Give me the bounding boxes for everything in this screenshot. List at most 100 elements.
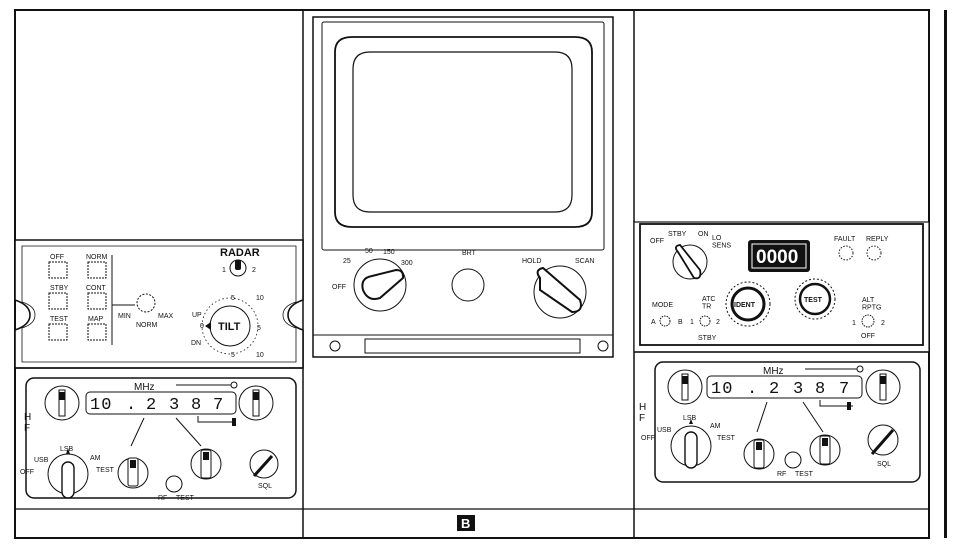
hf-right-am-label: AM (710, 423, 721, 430)
hold-label: HOLD (522, 258, 541, 265)
hf-left-am-label: AM (90, 455, 101, 462)
xpdr-mode-switch[interactable] (659, 315, 671, 327)
radar-norm-button[interactable] (87, 261, 107, 279)
brt-label: BRT (462, 250, 477, 257)
radar-map-button[interactable] (87, 323, 107, 341)
tilt-label: TILT (218, 321, 241, 333)
figure-tag: B (457, 515, 475, 531)
xpdr-mode-a-label: A (651, 319, 656, 326)
hf-left-freq-digit-1: . (126, 396, 137, 415)
xpdr-test-button[interactable] (798, 282, 832, 316)
xpdr-ident-label: IDENT (734, 302, 756, 309)
xpdr-atc-stby-label: STBY (698, 335, 717, 342)
hf-right-freq-digit-4: 8 (815, 380, 826, 399)
tilt-dial-group: TILT UP 0 DN 5 10 5 10 5 (191, 295, 264, 359)
brt-knob[interactable] (451, 268, 485, 302)
range-25-label: 25 (343, 258, 351, 265)
tilt-up-5-label: 5 (231, 295, 235, 302)
hf-right-freq-digit-0: 10 (711, 380, 733, 399)
scan-label: SCAN (575, 258, 594, 265)
tilt-dn-10-label: 10 (256, 352, 264, 359)
hf-right-lsb-label: LSB (683, 415, 697, 422)
hf-left-freq-digit-0: 10 (90, 396, 112, 415)
radar-off-button[interactable] (48, 261, 68, 279)
radar-cont-button[interactable] (87, 292, 107, 310)
range-off-label: OFF (332, 284, 346, 291)
hf-left-off-label: OFF (20, 469, 34, 476)
radar-switch-1-label: 1 (222, 267, 226, 274)
xpdr-test-label: TEST (804, 297, 823, 304)
hf-right-usb-label: USB (657, 427, 672, 434)
xpdr-fault-label: FAULT (834, 236, 856, 243)
hf-right-mhz-label: MHz (763, 366, 784, 377)
hf-right-test-label: TEST (717, 435, 736, 442)
range-50-label: 50 (365, 248, 373, 255)
radar-stby-button[interactable] (48, 292, 68, 310)
xpdr-atc-tr-label: ATC TR (702, 296, 715, 311)
radar-mode-buttons: OFF NORM STBY CONT TEST MAP (48, 254, 113, 345)
tilt-dn-5-label: 5 (231, 352, 235, 359)
xpdr-on-label: ON (698, 231, 709, 238)
range-150-label: 150 (383, 249, 395, 256)
hf-left-rftest-label: TEST (176, 495, 195, 502)
xpdr-code: 0000 (756, 247, 798, 268)
xpdr-alt-2-label: 2 (881, 320, 885, 327)
display-screen (352, 51, 573, 213)
xpdr-atc-1-label: 1 (690, 319, 694, 326)
hf-right-rftest-label: TEST (795, 471, 814, 478)
weather-radar-display: OFF 25 50 150 300 BRT HOLD SCAN (312, 16, 614, 358)
xpdr-atc-2-label: 2 (716, 319, 720, 326)
radar-cont-label: CONT (86, 285, 107, 292)
radar-gain-knob-group: MIN MAX NORM (112, 293, 174, 329)
display-screw-left (329, 340, 341, 352)
hf-right-off-label: OFF (641, 435, 655, 442)
range-300-label: 300 (401, 260, 413, 267)
xpdr-off-label: OFF (650, 238, 664, 245)
hf-left-mhz-label: MHz (134, 382, 155, 393)
xpdr-alt-off-label: OFF (861, 333, 875, 340)
svg-text:5: 5 (257, 325, 261, 332)
radar-map-label: MAP (88, 316, 104, 323)
display-screw-right (597, 340, 609, 352)
tilt-up-10-label: 10 (256, 295, 264, 302)
hf-left-frequency-window (85, 391, 237, 415)
hf-left-rf-test-button[interactable] (165, 475, 183, 493)
hf-left-rf-label: RF (158, 495, 167, 502)
hf-left-usb-label: USB (34, 457, 49, 464)
hf-left-test-label: TEST (96, 467, 115, 474)
xpdr-alt-switch[interactable] (861, 314, 875, 328)
hf-left-freq-digit-3: 3 (169, 396, 180, 415)
xpdr-reply-label: REPLY (866, 236, 889, 243)
radar-title: RADAR (220, 247, 260, 259)
hf-right-sql-label: SQL (877, 461, 891, 468)
xpdr-atc-switch[interactable] (699, 315, 711, 327)
xpdr-mode-label: MODE (652, 302, 673, 309)
xpdr-mode-b-label: B (678, 319, 683, 326)
hf-left-freq-digit-2: 2 (146, 396, 157, 415)
xpdr-ident-button[interactable] (730, 286, 766, 322)
hf-right-frequency-window (706, 375, 863, 399)
radar-gain-norm-label: NORM (136, 322, 158, 329)
hf-right-freq-digit-5: 7 (839, 380, 850, 399)
hf-right-rf-label: RF (777, 471, 786, 478)
xpdr-lo-sens-label: LO SENS (712, 235, 731, 250)
tilt-dn-label: DN (191, 340, 201, 347)
radar-test-label: TEST (50, 316, 69, 323)
radar-test-button[interactable] (48, 323, 68, 341)
radar-stby-label: STBY (50, 285, 69, 292)
xpdr-alt-rptg-label: ALT RPTG (862, 297, 881, 312)
xpdr-fault-light (838, 245, 854, 261)
xpdr-stby-label: STBY (668, 231, 687, 238)
radar-select-switch-group: 1 2 (222, 259, 256, 277)
hf-left-sql-label: SQL (258, 483, 272, 490)
hf-right-rf-test-button[interactable] (784, 451, 802, 469)
radar-control-panel: RADAR OFF NORM STBY CONT TEST MAP MIN MA… (14, 239, 304, 369)
radar-gain-knob[interactable] (136, 293, 156, 313)
tilt-zero-label: 0 (200, 323, 204, 330)
hf-right-freq-digit-2: 2 (769, 380, 780, 399)
radar-off-label: OFF (50, 254, 64, 261)
radar-switch-2-label: 2 (252, 267, 256, 274)
